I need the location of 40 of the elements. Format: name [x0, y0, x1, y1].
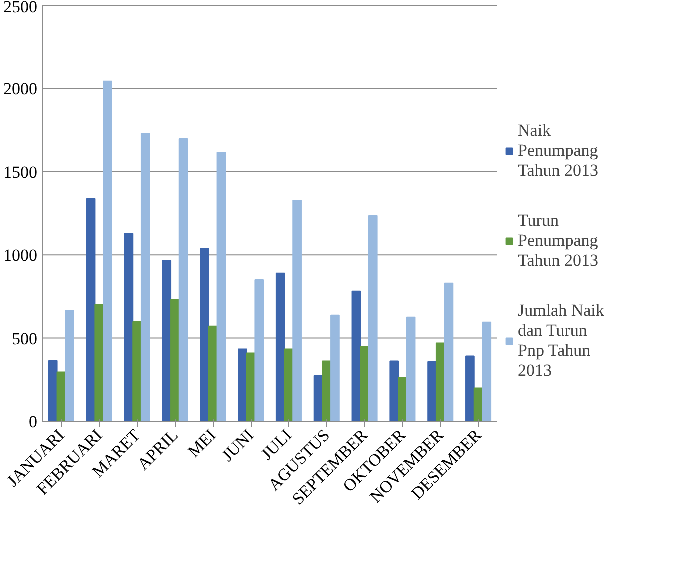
y-tick-label: 1500 [4, 162, 38, 182]
legend-label: Turun Penumpang Tahun 2013 [518, 211, 598, 271]
bar [140, 133, 150, 422]
legend-label: Jumlah Naik dan Turun Pnp Tahun 2013 [518, 301, 604, 381]
bar [200, 248, 210, 422]
bar [390, 360, 400, 422]
bar [352, 290, 362, 422]
bar [208, 326, 218, 422]
y-tick-label: 2000 [4, 80, 38, 99]
bar [428, 361, 437, 422]
bar [444, 282, 454, 422]
bar [178, 138, 188, 422]
bar [254, 280, 264, 422]
bar [132, 321, 142, 422]
bar [103, 80, 112, 422]
legend-label: Naik Penumpang Tahun 2013 [518, 121, 598, 181]
bar [398, 377, 408, 422]
bar [170, 299, 180, 422]
bar [436, 342, 446, 422]
bar [65, 310, 74, 422]
bar [216, 152, 226, 422]
bar [48, 360, 58, 422]
bar [330, 314, 340, 422]
y-tick-label: 500 [12, 329, 38, 348]
bar [466, 356, 475, 422]
bar [94, 304, 104, 422]
bar [322, 360, 332, 422]
bar [238, 348, 248, 422]
bar [124, 233, 134, 422]
bar [162, 260, 172, 422]
bar [276, 272, 286, 422]
bar [482, 322, 492, 422]
bar [292, 200, 302, 422]
bar [360, 346, 370, 422]
bar [406, 316, 416, 422]
bar [86, 198, 96, 422]
bar [368, 215, 378, 422]
y-tick-label: 1000 [4, 246, 38, 266]
y-tick-label: 2500 [4, 0, 38, 16]
y-tick-label: 0 [29, 412, 38, 432]
